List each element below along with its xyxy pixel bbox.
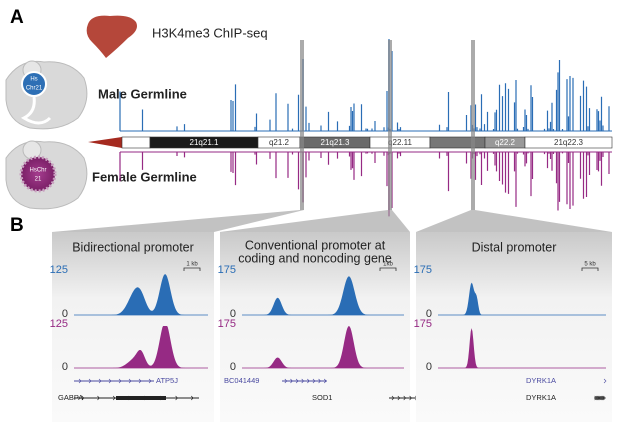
gene-label: DYRK1A <box>526 393 556 402</box>
scale-label: 5 kb <box>584 262 596 268</box>
axis-label: 0 <box>426 308 432 320</box>
track-label: Female Germline <box>92 169 197 184</box>
scale-bar <box>183 267 201 271</box>
female-peak <box>74 326 208 368</box>
highlight <box>388 40 392 210</box>
scale-label: 1 kb <box>186 262 198 268</box>
panel-title: Distal promoter <box>472 240 557 254</box>
axis-label: 175 <box>414 318 432 330</box>
male-mouse <box>5 60 88 130</box>
axis-label: 175 <box>218 318 236 330</box>
band-label: 21q21.1 <box>190 138 219 147</box>
axis-label: 0 <box>230 361 236 373</box>
zoom-connector <box>416 210 612 232</box>
icon-text: Hs <box>30 77 37 83</box>
chromosome-band <box>429 136 486 149</box>
gene-label: GABPA <box>58 393 83 402</box>
highlight <box>300 40 304 210</box>
gene-arrows <box>594 395 606 401</box>
male-signal <box>119 39 610 131</box>
icon-text: Chr21 <box>26 86 43 92</box>
zoom-connector <box>52 210 304 232</box>
band-label: 21q22.3 <box>554 138 583 147</box>
track-label: Male Germline <box>98 86 187 101</box>
liver-icon <box>86 15 137 59</box>
axis-label: 0 <box>230 308 236 320</box>
panel-label: B <box>10 215 24 236</box>
female-peak <box>438 328 606 368</box>
gene-arrows <box>78 378 152 384</box>
panel-title: coding and noncoding gene <box>238 251 392 265</box>
scale-bar <box>581 267 599 271</box>
panel-title: H3K4me3 ChIP-seq <box>152 25 268 40</box>
axis-label: 0 <box>62 308 68 320</box>
gene-label: SOD1 <box>312 393 332 402</box>
male-peak <box>74 274 208 315</box>
female-mouse <box>5 140 88 210</box>
gene-label: BC041449 <box>224 376 259 385</box>
panel-title: Conventional promoter at <box>245 238 386 252</box>
axis-label: 125 <box>50 264 68 276</box>
gene-label: ATP5J <box>156 376 178 385</box>
chromosome-band <box>524 136 613 149</box>
gene-label: DYRK1A <box>526 376 556 385</box>
axis-label: 0 <box>62 361 68 373</box>
panel-title: Bidirectional promoter <box>72 240 194 254</box>
axis-label: 175 <box>218 264 236 276</box>
band-label: q22.11 <box>388 138 412 147</box>
gene-arrows <box>284 378 327 384</box>
band-label: 21q21.3 <box>321 138 350 147</box>
chromosome-arrow <box>88 137 122 148</box>
icon-text: HsChr <box>29 168 46 174</box>
scale-label: 1kb <box>383 262 393 268</box>
axis-label: 175 <box>414 264 432 276</box>
zoom-panel <box>416 232 612 422</box>
gene-arrows <box>603 378 607 384</box>
highlight <box>471 40 475 210</box>
axis-label: 125 <box>50 318 68 330</box>
chromosome-band <box>121 136 151 149</box>
panel-label: A <box>10 7 24 28</box>
male-peak <box>438 282 606 315</box>
zoom-panel <box>52 232 214 422</box>
icon-text: 21 <box>35 177 42 183</box>
zoom-panel <box>220 232 410 422</box>
band-label: q22.2 <box>495 138 516 147</box>
axis-label: 0 <box>426 361 432 373</box>
scale-bar <box>379 267 397 271</box>
exon <box>116 396 166 400</box>
band-label: q21.2 <box>269 138 290 147</box>
zoom-connector <box>220 210 410 232</box>
